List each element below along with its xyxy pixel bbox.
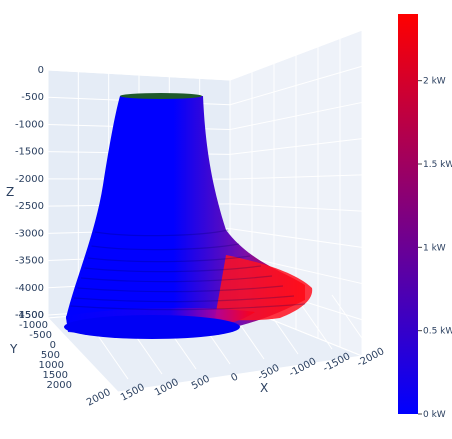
z-axis-title: Z (6, 185, 14, 199)
x-tick-label: 2000 (85, 387, 113, 409)
y-tick-label: 1500 (43, 370, 68, 381)
x-gridline-floor (331, 294, 367, 345)
z-tick-label: -1500 (15, 147, 44, 158)
z-tick-label: -3500 (15, 256, 44, 267)
x-axis-title: X (260, 381, 268, 395)
colorbar-ticks: 0 kW 0.5 kW 1 kW 1.5 kW 2 kW (418, 77, 452, 420)
cone-base-ellipse (64, 315, 240, 339)
y-tick-label: -1500 (15, 310, 44, 321)
z-tick-label: -500 (21, 92, 44, 103)
y-tick-label: 1000 (39, 360, 64, 371)
y-tick-label: -1000 (19, 320, 48, 331)
y-tick-label: 2000 (47, 380, 72, 391)
cone-top-cap (120, 93, 202, 99)
surface-ridge (84, 265, 262, 273)
z-tick-label: -2500 (15, 201, 44, 212)
colorbar-tick-label: 0.5 kW (423, 327, 452, 337)
surface-ridges (70, 229, 306, 311)
colorbar-tick-label: 1.5 kW (423, 160, 452, 170)
cone-red-flare (215, 255, 313, 321)
surface-ridge (80, 275, 273, 283)
z-axis-ticks: 0 -500 -1000 -1500 -2000 -2500 -3000 -3500 -4000… (15, 65, 44, 321)
surface-ridge (70, 303, 306, 311)
x-gridline-floor (93, 329, 129, 380)
z-tick-label: -4500 (15, 310, 44, 321)
colorbar-tick-label: 2 kW (423, 77, 446, 87)
y-tick-label: -500 (29, 330, 52, 341)
y-axis-title: Y (9, 342, 18, 356)
x-gridline-floor (59, 334, 95, 385)
z-tick-label: -4000 (15, 283, 44, 294)
surface-ridge (91, 243, 240, 251)
y-tick-label: 500 (41, 350, 60, 361)
z-tick-label: -1000 (15, 119, 44, 130)
surface-ridge (87, 255, 251, 263)
colorbar-gradient (398, 14, 418, 414)
colorbar-tick-label: 0 kW (423, 410, 446, 420)
surface-ridge (94, 229, 229, 237)
z-tick-label: -3000 (15, 228, 44, 239)
x-gridline-floor (297, 299, 333, 350)
y-tick-label: 0 (50, 340, 56, 351)
colorbar-tick-label: 1 kW (423, 243, 446, 253)
surface-ridge (77, 285, 284, 293)
z-tick-label: 0 (38, 65, 44, 76)
surface-ridge (73, 295, 295, 303)
z-tick-label: -2000 (15, 174, 44, 185)
surface-body (64, 93, 313, 339)
x-tick-label: 0 (229, 371, 240, 384)
